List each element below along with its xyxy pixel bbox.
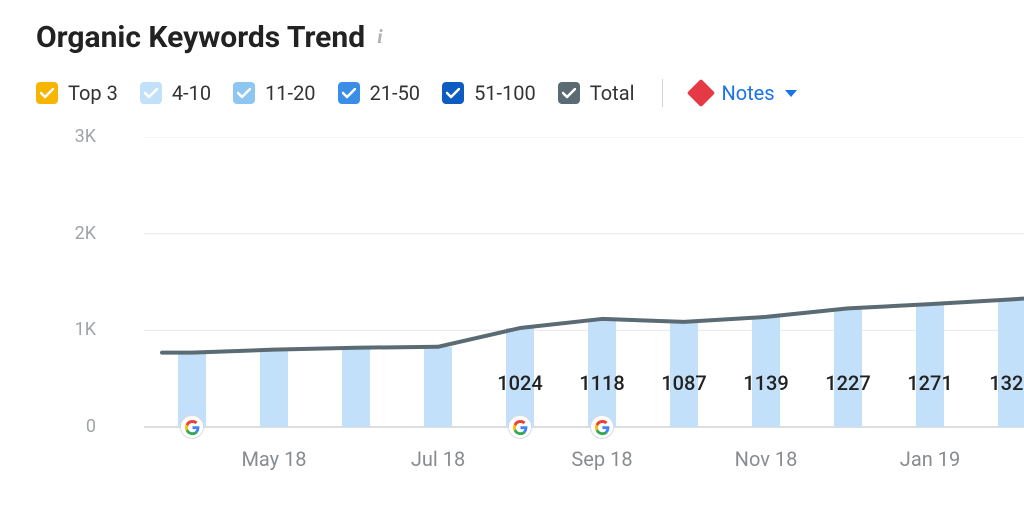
notes-diamond-icon (687, 79, 715, 107)
legend-item-total[interactable]: Total (558, 81, 635, 105)
bar-value-label: 1139 (743, 371, 788, 395)
legend-label: 4-10 (172, 81, 211, 105)
legend-checkbox-icon (442, 82, 464, 104)
y-axis-label: 3K (46, 126, 96, 147)
organic-keywords-trend-widget: Organic Keywords Trend i Top 3 4-10 11-20 2… (0, 0, 1024, 518)
bar-value-label: 1118 (579, 371, 624, 395)
google-marker-icon[interactable] (508, 415, 532, 439)
chart-area: 01K2K3KMay 18Jul 18Sep 18Nov 18Jan 19102… (36, 137, 1024, 497)
legend-checkbox-icon (36, 82, 58, 104)
y-axis-label: 1K (46, 319, 96, 340)
bar-value-label: 1227 (825, 371, 870, 395)
legend-label: Total (590, 81, 635, 105)
legend-item-top-3[interactable]: Top 3 (36, 81, 118, 105)
notes-toggle[interactable]: Notes (691, 81, 796, 105)
legend-checkbox-icon (558, 82, 580, 104)
page-title: Organic Keywords Trend (36, 20, 365, 55)
legend-item-51-100[interactable]: 51-100 (442, 81, 536, 105)
google-marker-icon[interactable] (590, 415, 614, 439)
chart-svg (36, 137, 1024, 497)
bar-value-label: 1271 (907, 371, 952, 395)
info-icon[interactable]: i (377, 26, 383, 49)
legend-label: 51-100 (474, 81, 536, 105)
legend-label: Top 3 (68, 81, 118, 105)
legend-label: 21-50 (370, 81, 421, 105)
title-row: Organic Keywords Trend i (36, 20, 1024, 55)
x-axis-label: Nov 18 (735, 447, 798, 471)
bar-value-label: 1024 (497, 371, 542, 395)
x-axis-label: Jul 18 (411, 447, 465, 471)
legend-checkbox-icon (140, 82, 162, 104)
x-axis-label: May 18 (241, 447, 306, 471)
google-marker-icon[interactable] (180, 415, 204, 439)
bar-value-label: 1320 (989, 371, 1024, 395)
legend-divider (662, 79, 663, 107)
bar-value-label: 1087 (661, 371, 706, 395)
legend-item-4-10[interactable]: 4-10 (140, 81, 211, 105)
legend-checkbox-icon (338, 82, 360, 104)
legend-item-11-20[interactable]: 11-20 (233, 81, 316, 105)
legend-label: 11-20 (265, 81, 316, 105)
y-axis-label: 2K (46, 223, 96, 244)
legend-row: Top 3 4-10 11-20 21-50 51-100 Total Notes (36, 79, 1024, 107)
legend-item-21-50[interactable]: 21-50 (338, 81, 421, 105)
x-axis-label: Jan 19 (900, 447, 960, 471)
notes-label: Notes (721, 81, 774, 105)
caret-down-icon (785, 90, 797, 97)
x-axis-label: Sep 18 (571, 447, 632, 471)
y-axis-label: 0 (46, 416, 96, 437)
legend-checkbox-icon (233, 82, 255, 104)
